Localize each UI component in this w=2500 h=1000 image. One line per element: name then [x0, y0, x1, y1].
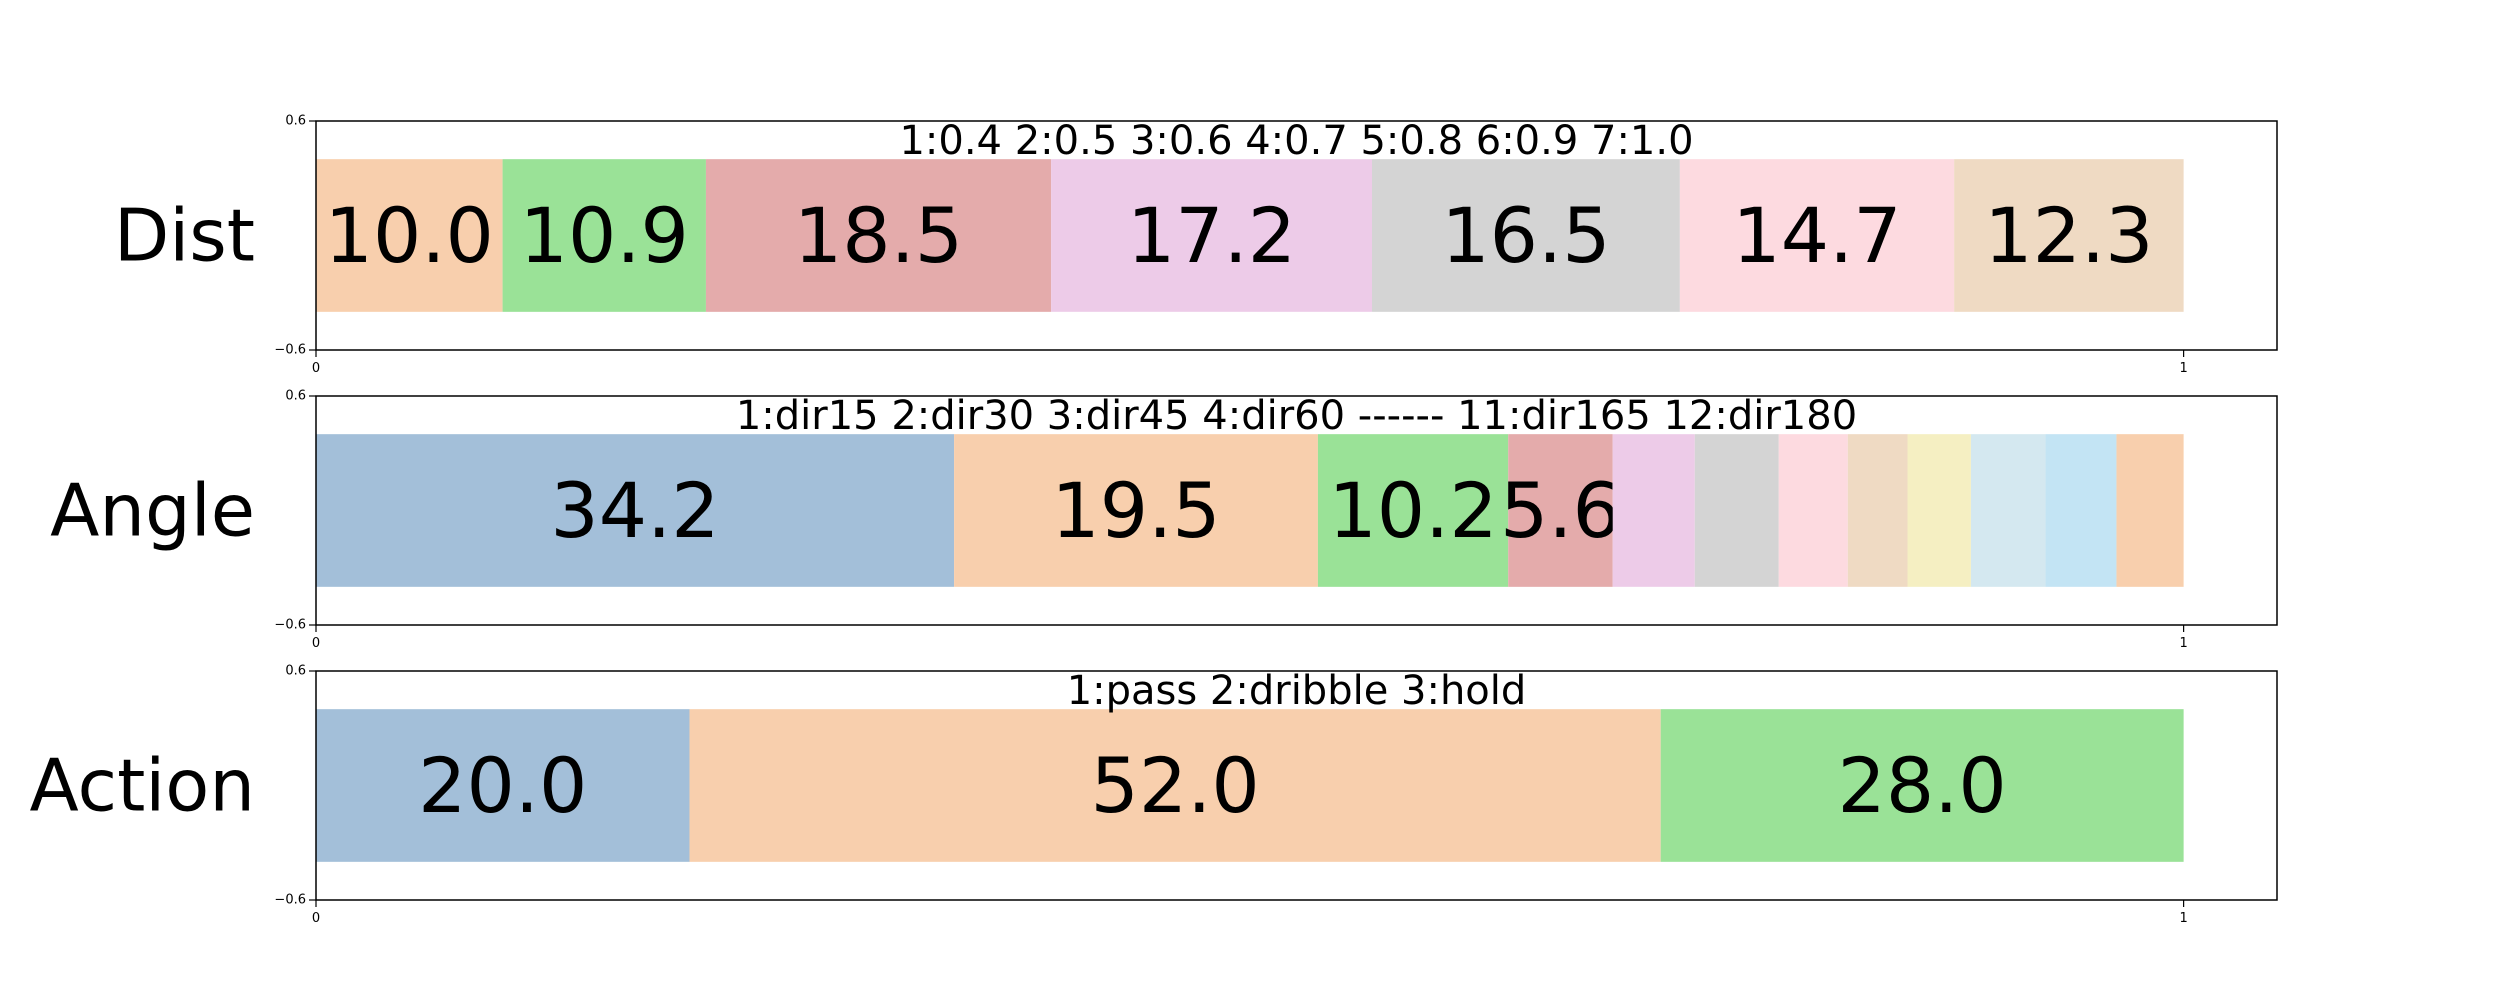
data-label: 14.7 — [1732, 191, 1901, 280]
bar-segment — [316, 709, 690, 862]
data-label: 10.9 — [520, 191, 689, 280]
y-tick-label: −0.6 — [274, 343, 306, 358]
bar-segment — [316, 159, 503, 312]
bar-segment — [316, 434, 955, 587]
data-label: 20.0 — [418, 741, 587, 830]
legend-text: 1:0.4 2:0.5 3:0.6 4:0.7 5:0.8 6:0.9 7:1.… — [899, 118, 1693, 164]
row-label: Angle — [50, 469, 255, 553]
y-tick-label: 0.6 — [285, 389, 306, 404]
data-label: 10.2 — [1328, 466, 1497, 555]
bar-segment — [2045, 434, 2117, 587]
y-tick-label: −0.6 — [274, 893, 306, 908]
bar-segment — [1372, 159, 1680, 312]
row-label: Action — [30, 744, 256, 828]
data-label: 52.0 — [1090, 741, 1259, 830]
bar-segment — [1508, 434, 1613, 587]
legend-text: 1:dir15 2:dir30 3:dir45 4:dir60 ------ 1… — [736, 393, 1857, 439]
legend-text: 1:pass 2:dribble 3:hold — [1067, 668, 1527, 714]
x-tick-label: 0 — [312, 636, 320, 651]
data-label: 10.0 — [325, 191, 494, 280]
bar-segment — [1317, 434, 1509, 587]
data-label: 16.5 — [1441, 191, 1610, 280]
x-tick-label: 1 — [2179, 911, 2187, 926]
bar-segment — [1051, 159, 1373, 312]
bar-segment — [1970, 434, 2046, 587]
bar-segment — [1954, 159, 2184, 312]
bar-segment — [502, 159, 706, 312]
bar-segment — [1847, 434, 1908, 587]
x-tick-label: 1 — [2179, 361, 2187, 376]
bar-segment — [689, 709, 1661, 862]
y-tick-label: 0.6 — [285, 114, 306, 129]
x-tick-label: 0 — [312, 911, 320, 926]
data-label: 12.3 — [1984, 191, 2153, 280]
bar-segment — [1660, 709, 2184, 862]
bar-segment — [1694, 434, 1779, 587]
y-tick-label: −0.6 — [274, 618, 306, 633]
axes-frame — [315, 395, 2278, 626]
data-label: 5.6 — [1500, 466, 1621, 555]
data-label: 34.2 — [550, 466, 719, 555]
data-label: 18.5 — [794, 191, 963, 280]
bar-segment — [2116, 434, 2184, 587]
bar-segment — [705, 159, 1052, 312]
x-tick-label: 1 — [2179, 636, 2187, 651]
axes-frame — [315, 670, 2278, 901]
data-label: 19.5 — [1051, 466, 1220, 555]
axes-frame — [315, 120, 2278, 351]
bar-segment — [1679, 159, 1955, 312]
bar-segment — [1907, 434, 1971, 587]
row-label: Dist — [114, 194, 255, 278]
x-tick-label: 0 — [312, 361, 320, 376]
data-label: 28.0 — [1838, 741, 2007, 830]
bar-segment — [1612, 434, 1695, 587]
bar-segment — [954, 434, 1318, 587]
bar-segment — [1778, 434, 1848, 587]
data-label: 17.2 — [1127, 191, 1296, 280]
y-tick-label: 0.6 — [285, 664, 306, 679]
